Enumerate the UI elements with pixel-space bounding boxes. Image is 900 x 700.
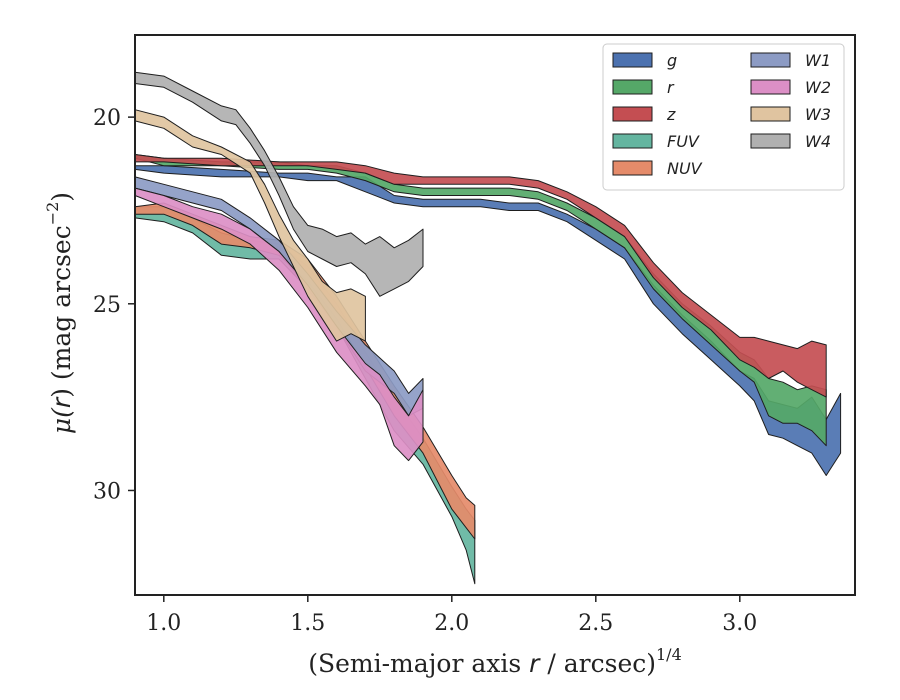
band-w2 (134, 187, 424, 462)
band-nuv (134, 202, 476, 540)
legend-swatch-w3 (750, 106, 791, 122)
y-axis-label-prefix: μ( (47, 407, 76, 434)
legend-swatch-g (612, 52, 653, 68)
y-axis-label-suffix: ) (47, 192, 76, 202)
x-axis-label-suffix: / arcsec) (539, 649, 656, 678)
legend: grz FUV NUV W1 W2 W3 W4 (602, 43, 845, 191)
y-axis-label-mid: ) (mag arcsec (47, 225, 76, 398)
y-tick-label: 30 (93, 479, 121, 504)
legend-swatch-r (612, 79, 653, 95)
x-axis-label-exponent: 1/4 (656, 645, 682, 664)
legend-swatch-w4 (750, 133, 791, 149)
band-w4 (134, 71, 424, 297)
legend-label-r: r (667, 78, 675, 97)
x-tick-label: 2.0 (434, 611, 469, 636)
band-r (134, 154, 827, 447)
legend-label-w2: W2 (805, 78, 831, 97)
y-axis-ticks: 20 25 30 (93, 106, 135, 504)
legend-label-w1: W1 (805, 51, 831, 70)
y-tick-label: 25 (93, 293, 121, 318)
series-bands (134, 71, 842, 585)
band-z (134, 154, 827, 398)
x-axis-label-prefix: (Semi-major axis (308, 649, 529, 678)
x-tick-label: 1.5 (290, 611, 325, 636)
x-axis-label-var: r (529, 649, 541, 678)
legend-swatch-nuv (612, 160, 653, 176)
legend-label-g: g (667, 51, 677, 70)
legend-label-w4: W4 (805, 132, 831, 151)
legend-swatch-z (612, 106, 653, 122)
legend-swatch-w2 (750, 79, 791, 95)
x-axis-label: (Semi-major axis r / arcsec)1/4 (308, 645, 682, 678)
legend-label-w3: W3 (805, 105, 831, 124)
x-tick-label: 1.0 (146, 611, 181, 636)
y-axis-label: μ(r) (mag arcsec−2) (43, 192, 76, 434)
y-axis-label-exponent: −2 (43, 202, 62, 226)
y-tick-label: 20 (93, 106, 121, 131)
x-tick-label: 3.0 (722, 611, 757, 636)
legend-label-z: z (666, 105, 676, 124)
band-w3 (134, 109, 366, 342)
y-axis-label-var: r (47, 396, 76, 408)
legend-label-nuv: NUV (667, 159, 703, 178)
plot-frame (134, 34, 856, 596)
legend-swatch-w1 (750, 52, 791, 68)
x-tick-label: 2.5 (578, 611, 613, 636)
legend-label-fuv: FUV (667, 132, 700, 151)
legend-swatch-fuv (612, 133, 653, 149)
band-g (134, 165, 842, 476)
x-axis-ticks: 1.0 1.5 2.0 2.5 3.0 (146, 595, 757, 636)
